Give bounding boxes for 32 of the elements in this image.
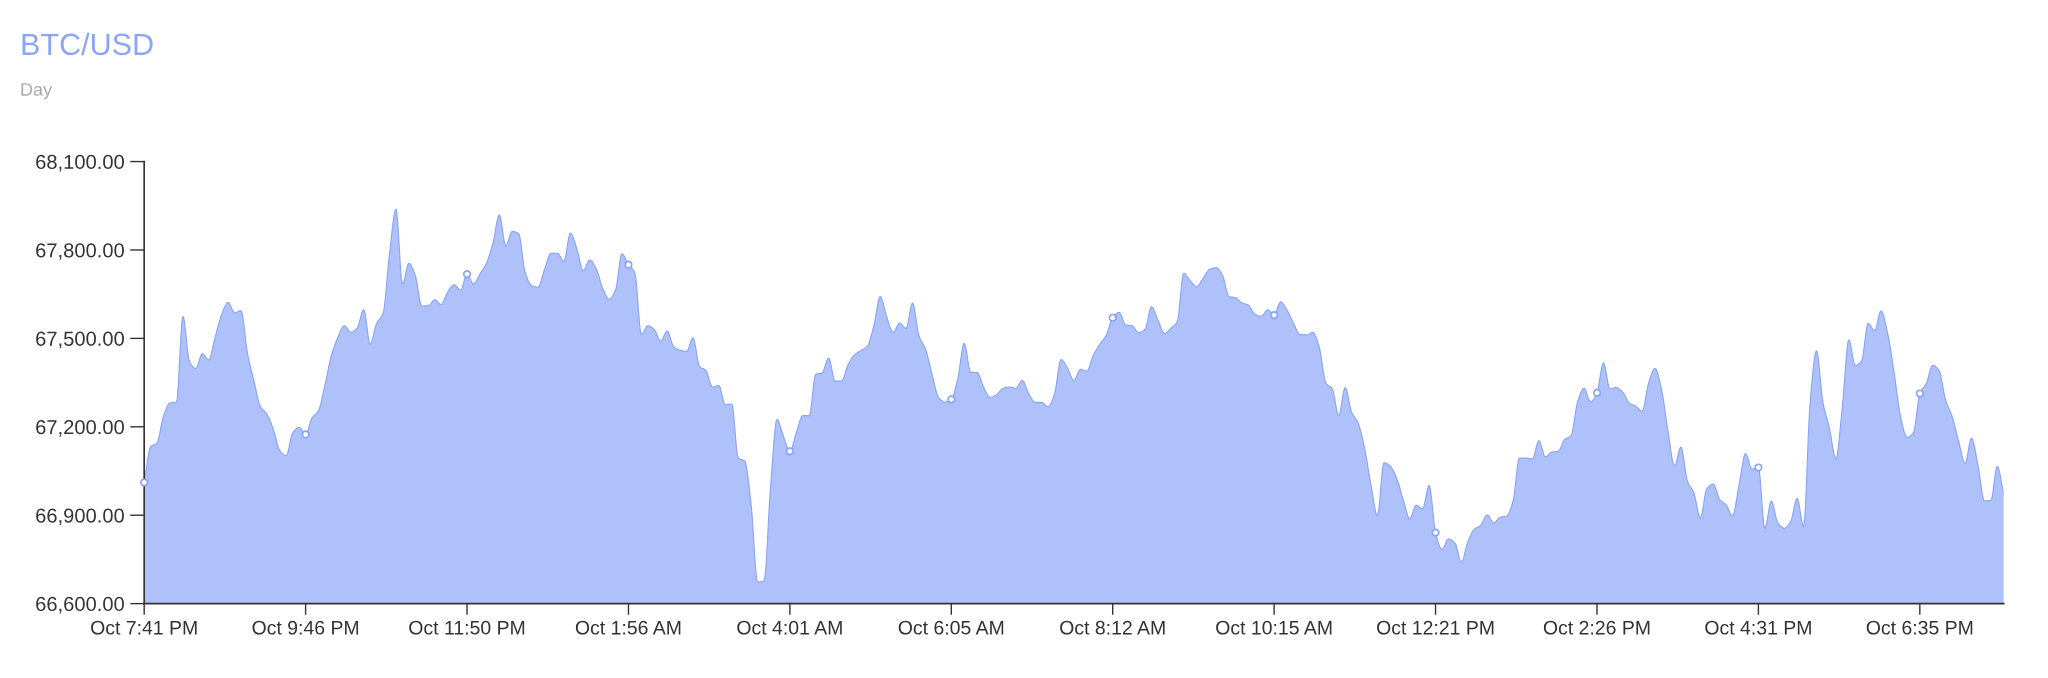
chart-title: BTC/USD [22,32,153,56]
x-tick-label: Oct 1:56 AM [575,620,681,635]
point [1108,313,1117,322]
point [1592,388,1602,398]
y-tick-label: 66,600.00 [36,596,124,614]
x-tick-label: Oct 2:26 PM [1543,620,1650,635]
x-tick-label: Oct 11:50 PM [409,620,525,635]
y-tick-label: 67,500.00 [36,331,124,349]
point [462,270,472,279]
x-tick-label: Oct 12:21 PM [1377,620,1494,635]
chart-subtitle: Day [21,83,53,100]
x-tick-label: Oct 4:31 PM [1705,620,1811,635]
point [301,430,310,439]
point [947,395,956,404]
x-tick-label: Oct 7:41 PM [91,620,197,635]
x-tick-label: Oct 8:12 AM [1060,620,1165,635]
y-tick-label: 68,100.00 [36,154,124,172]
x-tick-label: Oct 6:05 AM [898,620,1004,635]
x-tick-label: Oct 6:35 PM [1866,620,1973,635]
x-tick-label: Oct 9:46 PM [252,620,359,635]
point [1270,311,1279,320]
y-tick-label: 66,900.00 [36,508,124,526]
y-tick-label: 67,200.00 [36,420,124,437]
point [140,478,149,487]
x-tick-label: Oct 10:15 AM [1216,620,1332,635]
point [1754,463,1763,472]
x-tick-label: Oct 4:01 AM [737,620,842,635]
point [624,260,633,269]
point [785,447,794,456]
y-tick-label: 67,800.00 [36,243,124,260]
point [1431,528,1440,537]
point [1915,389,1924,398]
